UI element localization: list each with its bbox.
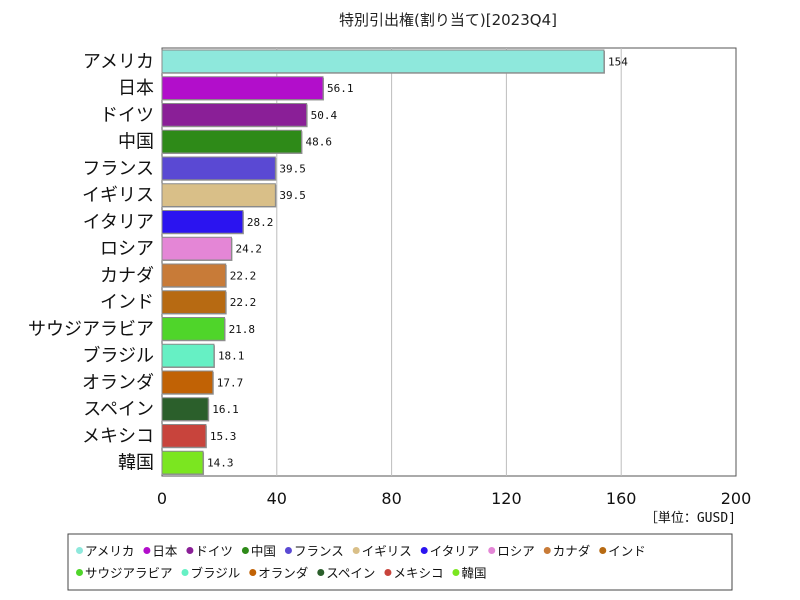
bar — [161, 290, 227, 314]
legend-label: サウジアラビア — [85, 566, 173, 581]
legend-marker — [488, 547, 496, 554]
legend-label: 日本 — [152, 544, 178, 559]
legend-label: 韓国 — [461, 566, 486, 581]
bar — [161, 450, 204, 475]
x-tick-label: 200 — [721, 489, 752, 508]
bar — [161, 49, 605, 74]
legend-label: フランス — [294, 544, 344, 559]
category-label: 日本 — [118, 78, 154, 99]
bar — [161, 263, 227, 288]
value-label: 154 — [608, 55, 628, 68]
legend-marker — [186, 547, 194, 554]
legend-label: カナダ — [553, 544, 591, 559]
legend-marker — [181, 569, 189, 576]
legend-marker — [352, 547, 360, 554]
bar — [161, 129, 302, 154]
value-label: 14.3 — [207, 457, 234, 470]
legend-label: 中国 — [251, 544, 276, 559]
legend-marker — [76, 569, 83, 576]
bar — [161, 397, 209, 421]
bar — [161, 156, 276, 181]
x-tick-label: 40 — [267, 489, 287, 508]
category-labels: アメリカ日本ドイツ中国フランスイギリスイタリアロシアカナダインドサウジアラビアブ… — [28, 51, 154, 473]
bar — [161, 210, 244, 234]
value-label: 48.6 — [305, 136, 332, 149]
category-label: サウジアラビア — [28, 319, 154, 340]
legend-label: メキシコ — [393, 566, 443, 581]
category-label: フランス — [82, 158, 154, 179]
legend-marker — [249, 569, 257, 576]
value-label: 22.2 — [230, 269, 256, 282]
legend-marker — [420, 547, 428, 554]
category-label: イタリア — [83, 212, 154, 233]
bar — [161, 317, 226, 341]
legend-marker — [317, 569, 325, 576]
bars: 154 56.1 50.4 48.6 39.5 39.5 28.2 24.2 22.2 22.2 2… — [161, 49, 628, 475]
category-label: アメリカ — [83, 51, 154, 72]
value-label: 24.2 — [235, 243, 261, 256]
category-label: ロシア — [100, 239, 154, 260]
legend-label: イタリア — [430, 544, 480, 559]
value-label: 15.3 — [210, 430, 237, 443]
value-label: 50.4 — [311, 109, 338, 122]
legend-marker — [452, 569, 460, 576]
category-label: ブラジル — [82, 345, 154, 367]
category-label: ドイツ — [100, 105, 154, 126]
bar — [161, 103, 308, 127]
legend-label: オランダ — [258, 566, 308, 581]
legend-marker — [241, 547, 249, 554]
category-label: インド — [100, 292, 154, 313]
chart-title: 特別引出権(割り当て)[2023Q4] — [339, 11, 557, 29]
bar — [161, 236, 232, 261]
category-label: カナダ — [100, 265, 154, 286]
value-label: 28.2 — [247, 216, 274, 229]
x-tick-label: 120 — [491, 489, 522, 508]
legend-marker — [543, 547, 551, 554]
x-tick-label: 80 — [381, 489, 401, 508]
category-label: メキシコ — [82, 426, 154, 447]
legend-marker — [76, 547, 83, 554]
bar — [161, 183, 276, 207]
category-label: スペイン — [83, 399, 154, 420]
x-axis-ticks: 0 40 80 120 160 200 — [157, 489, 751, 508]
category-label: 中国 — [118, 132, 154, 153]
legend-label: ロシア — [497, 544, 535, 559]
legend-marker — [384, 569, 392, 576]
value-label: 39.5 — [279, 162, 306, 175]
legend-box — [67, 533, 733, 591]
category-label: 韓国 — [118, 453, 154, 474]
legend-marker — [284, 547, 292, 554]
bar — [161, 343, 215, 368]
value-label: 18.1 — [218, 350, 245, 363]
bar — [161, 424, 207, 448]
legend-label: スペイン — [326, 566, 375, 581]
legend-label: アメリカ — [85, 544, 134, 559]
value-label: 16.1 — [212, 403, 239, 416]
value-label: 22.2 — [230, 296, 256, 309]
category-label: オランダ — [82, 372, 154, 393]
unit-label: ［単位：GUSD] — [645, 510, 736, 526]
legend-label: ドイツ — [195, 544, 233, 559]
legend-label: ブラジル — [191, 566, 241, 581]
bar — [161, 76, 324, 100]
legend-label: イギリス — [362, 544, 412, 559]
legend-marker — [143, 547, 151, 554]
legend-label: インド — [608, 544, 646, 559]
category-label: イギリス — [82, 185, 154, 206]
value-label: 39.5 — [279, 189, 306, 202]
value-label: 56.1 — [327, 82, 354, 95]
value-label: 21.8 — [229, 323, 256, 336]
x-tick-label: 160 — [606, 489, 637, 508]
bar — [161, 370, 214, 395]
x-tick-label: 0 — [157, 489, 167, 508]
legend-marker — [599, 547, 607, 554]
value-label: 17.7 — [217, 376, 244, 389]
